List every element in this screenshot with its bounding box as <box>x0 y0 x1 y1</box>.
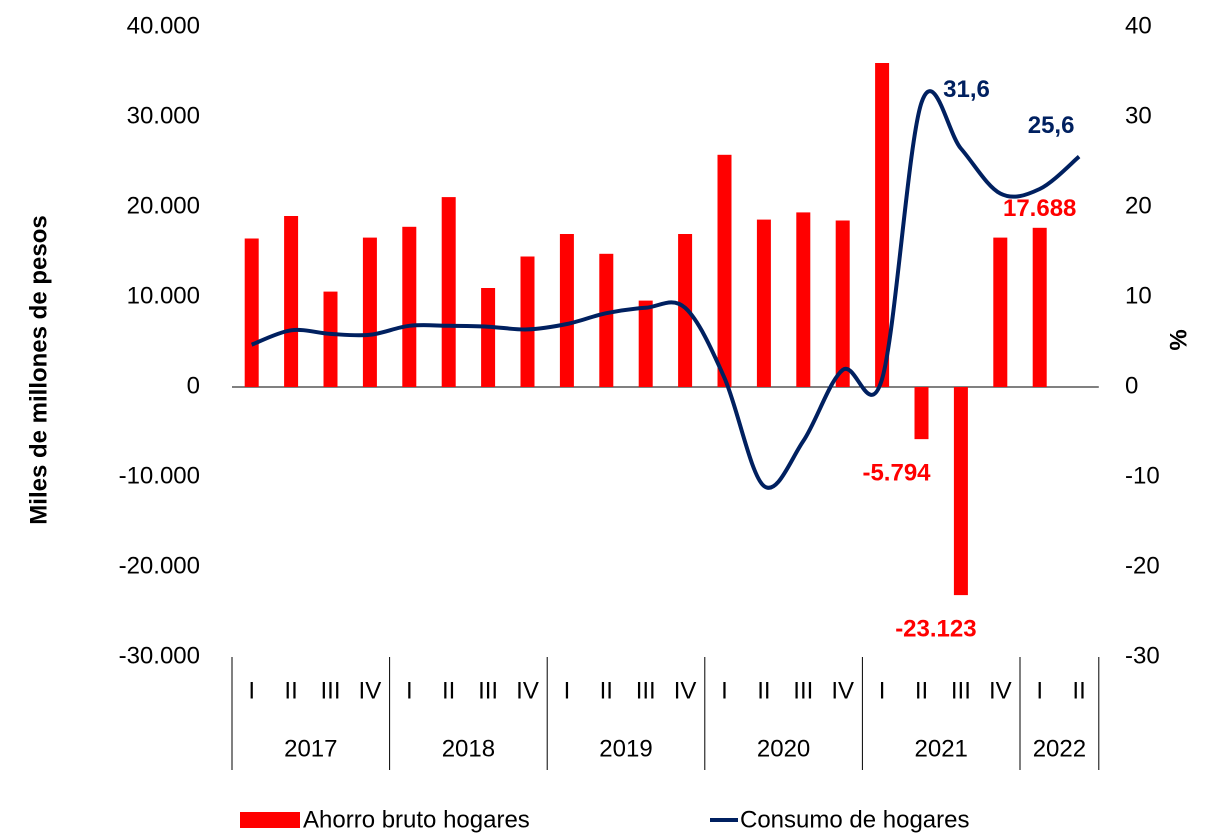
x-tick-label: I <box>248 677 255 704</box>
x-group-label: 2018 <box>442 735 495 762</box>
x-group-label: 2020 <box>757 735 810 762</box>
x-tick-label: IV <box>831 677 854 704</box>
bar <box>717 154 732 387</box>
y-tick-label: 20.000 <box>127 192 200 219</box>
x-tick-label: III <box>636 677 656 704</box>
legend-swatch <box>240 812 300 828</box>
bar <box>953 387 968 596</box>
bar <box>402 226 417 387</box>
y2-tick-label: 0 <box>1125 372 1138 399</box>
x-group-label: 2017 <box>284 735 337 762</box>
bar <box>914 387 929 440</box>
y2-tick-label: 10 <box>1125 282 1152 309</box>
bar <box>796 212 811 387</box>
x-tick-label: II <box>757 677 770 704</box>
y2-tick-label: 20 <box>1125 192 1152 219</box>
x-tick-label: IV <box>674 677 697 704</box>
x-tick-label: IV <box>989 677 1012 704</box>
x-tick-label: III <box>478 677 498 704</box>
x-tick-label: I <box>721 677 728 704</box>
y2-axis-title: % <box>1165 329 1192 350</box>
bar <box>244 238 259 387</box>
y-tick-label: 40.000 <box>127 12 200 39</box>
x-tick-label: I <box>1036 677 1043 704</box>
y-tick-label: -30.000 <box>119 642 200 669</box>
data-label: -5.794 <box>862 459 931 486</box>
y2-tick-label: -20 <box>1125 552 1160 579</box>
y-tick-label: 10.000 <box>127 282 200 309</box>
x-tick-label: I <box>564 677 571 704</box>
x-group-label: 2019 <box>599 735 652 762</box>
x-tick-label: II <box>442 677 455 704</box>
x-tick-label: III <box>320 677 340 704</box>
bar <box>520 256 535 387</box>
data-label: 17.688 <box>1003 195 1076 222</box>
x-tick-label: III <box>793 677 813 704</box>
legend-label: Ahorro bruto hogares <box>303 806 530 833</box>
bar <box>362 237 377 387</box>
bar <box>835 220 850 387</box>
legend-label: Consumo de hogares <box>740 806 969 833</box>
x-group-label: 2022 <box>1033 735 1086 762</box>
y2-tick-label: -10 <box>1125 462 1160 489</box>
x-tick-label: IV <box>359 677 382 704</box>
y2-tick-label: -30 <box>1125 642 1160 669</box>
bar <box>284 216 299 387</box>
x-tick-label: II <box>915 677 928 704</box>
line <box>250 89 1081 490</box>
bar <box>481 288 496 387</box>
y-tick-label: 0 <box>187 372 200 399</box>
data-label: 25,6 <box>1028 112 1075 139</box>
y2-tick-label: 30 <box>1125 102 1152 129</box>
bar <box>559 234 574 387</box>
data-label: 31,6 <box>943 76 990 103</box>
y-tick-label: 30.000 <box>127 102 200 129</box>
y-axis-title: Miles de millones de pesos <box>25 215 52 524</box>
x-tick-label: II <box>600 677 613 704</box>
x-group-label: 2021 <box>915 735 968 762</box>
x-tick-label: II <box>1072 677 1085 704</box>
y2-tick-label: 40 <box>1125 12 1152 39</box>
bar <box>1032 227 1047 387</box>
bar <box>993 237 1008 387</box>
y-tick-label: -20.000 <box>119 552 200 579</box>
bar <box>638 300 653 387</box>
x-tick-label: I <box>879 677 886 704</box>
x-tick-label: III <box>951 677 971 704</box>
bar <box>875 63 890 387</box>
x-tick-label: I <box>406 677 413 704</box>
bar <box>599 253 614 387</box>
data-label: -23.123 <box>895 615 976 642</box>
y-tick-label: -10.000 <box>119 462 200 489</box>
x-tick-label: II <box>284 677 297 704</box>
bar <box>756 219 771 387</box>
bar <box>323 291 338 387</box>
bar <box>441 197 456 387</box>
x-tick-label: IV <box>516 677 539 704</box>
